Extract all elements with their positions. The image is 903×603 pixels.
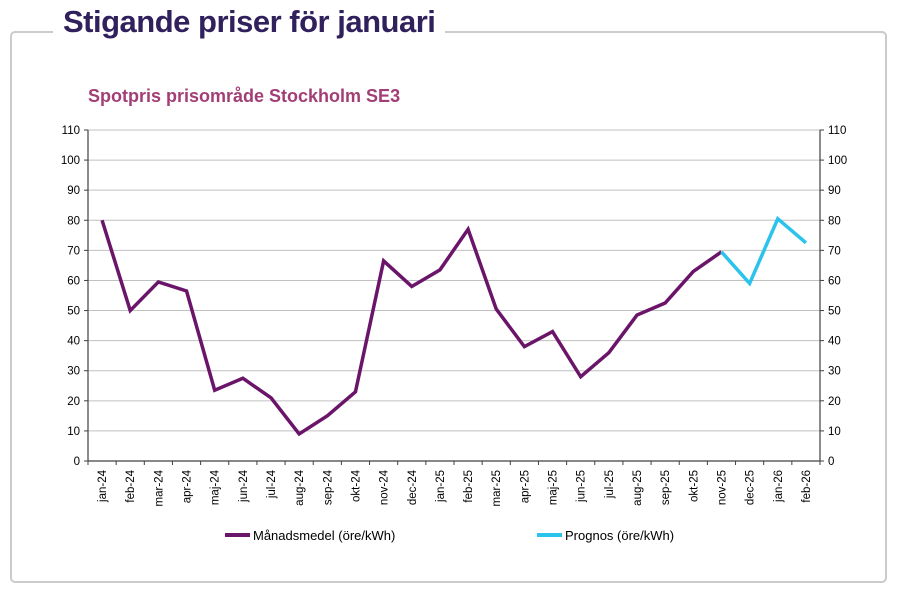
y-axis-label-right: 50 [828,306,841,318]
x-axis-label: jun-24 [238,469,250,503]
x-axis-label: jun-25 [576,470,588,503]
y-axis-label-left: 60 [67,275,80,287]
x-axis-label: nov-25 [716,470,728,505]
y-axis-label-left: 110 [62,125,80,137]
y-axis-label-right: 90 [828,185,841,197]
x-axis-label: jan-26 [773,470,785,503]
chart-title: Spotpris prisområde Stockholm SE3 [88,86,401,106]
x-axis-label: mar-24 [153,469,165,506]
x-axis-label: jan-24 [97,469,109,503]
x-axis-label: okt-24 [350,469,362,502]
y-axis-label-right: 10 [828,426,841,438]
legend-item-prognos: Prognos (öre/kWh) [537,527,674,543]
x-axis-label: jul-25 [604,470,616,499]
y-axis-label-left: 80 [67,215,80,227]
x-axis-label: aug-25 [632,470,644,506]
x-axis-label: dec-25 [745,470,757,505]
y-axis-label-left: 10 [67,426,80,438]
x-axis-label: sep-24 [322,469,334,505]
y-axis-label-left: 30 [67,366,80,378]
x-axis-label: apr-25 [519,470,531,503]
y-axis-label-left: 100 [61,155,80,167]
page-title: Stigande priser för januari [53,4,446,40]
y-axis-label-right: 70 [828,245,841,257]
y-axis-label-right: 60 [828,275,841,287]
x-axis-label: feb-26 [801,470,813,503]
y-axis-label-left: 0 [74,456,80,468]
y-axis-label-left: 90 [67,185,80,197]
x-axis-label: mar-25 [491,470,503,506]
legend-label-manadsmedel: Månadsmedel (öre/kWh) [253,527,396,543]
y-axis-label-right: 100 [828,155,847,167]
y-axis-label-right: 80 [828,215,841,227]
series-line-0 [100,219,723,437]
x-axis-label: feb-25 [463,470,475,503]
x-axis-label: jul-24 [266,469,278,499]
series-line-1 [720,215,808,287]
x-axis-label: sep-25 [660,470,672,505]
x-axis-label: maj-24 [210,469,222,505]
y-axis-label-left: 70 [67,245,80,257]
y-axis-label-left: 40 [67,336,80,348]
y-axis-label-right: 30 [828,366,841,378]
legend-swatch-prognos [537,533,562,537]
y-axis-label-right: 0 [828,456,834,468]
x-axis-label: aug-24 [294,469,306,505]
content-frame [10,31,887,583]
x-axis-label: maj-25 [548,470,560,505]
x-axis-label: jan-25 [435,470,447,503]
x-axis-label: apr-24 [182,469,194,503]
legend-label-prognos: Prognos (öre/kWh) [565,527,675,543]
legend-item-manadsmedel: Månadsmedel (öre/kWh) [225,527,395,543]
x-axis-label: dec-24 [407,469,419,505]
x-axis-label: feb-24 [125,469,137,502]
y-axis-label-left: 20 [67,396,80,408]
spotpris-line-chart: 0 0 10 10 20 20 30 30 40 40 50 50 60 60 70 70 80 80 90 90 10… [61,125,847,506]
y-axis-label-right: 40 [828,336,841,348]
y-axis-label-right: 20 [828,396,841,408]
x-axis-label: nov-24 [379,469,391,505]
y-axis-label-right: 110 [828,125,846,137]
y-axis-label-left: 50 [67,306,80,318]
x-axis-label: okt-25 [688,470,700,502]
legend-swatch-manadsmedel [225,533,250,537]
